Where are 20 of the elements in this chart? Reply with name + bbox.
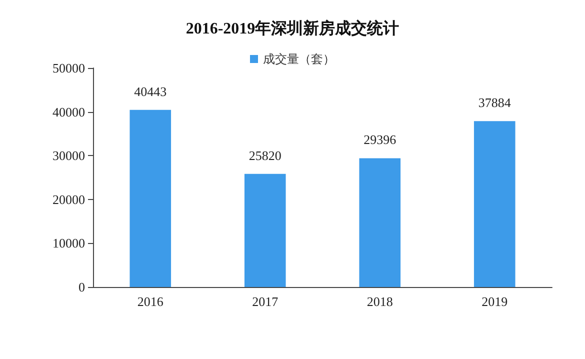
- x-tick-label: 2017: [252, 294, 279, 309]
- data-label: 37884: [478, 95, 512, 110]
- x-tick-label: 2016: [137, 294, 164, 309]
- bar: [359, 158, 401, 287]
- bar: [244, 174, 286, 287]
- legend-label: 成交量（套）: [263, 52, 335, 66]
- y-tick-label: 40000: [52, 104, 85, 120]
- y-tick-label: 30000: [52, 148, 85, 164]
- x-tick-label: 2018: [366, 294, 393, 309]
- chart-title: 2016-2019年深圳新房成交统计: [186, 18, 400, 38]
- y-tick-label: 20000: [52, 192, 85, 207]
- y-tick-label: 10000: [52, 236, 85, 251]
- data-label: 40443: [134, 84, 167, 99]
- y-tick-label: 50000: [52, 60, 85, 76]
- data-label: 25820: [248, 148, 282, 163]
- data-label: 29396: [364, 132, 397, 148]
- bar: [474, 121, 516, 287]
- y-tick-label: 0: [78, 280, 85, 294]
- x-tick-label: 2019: [482, 294, 508, 309]
- bar: [130, 110, 172, 287]
